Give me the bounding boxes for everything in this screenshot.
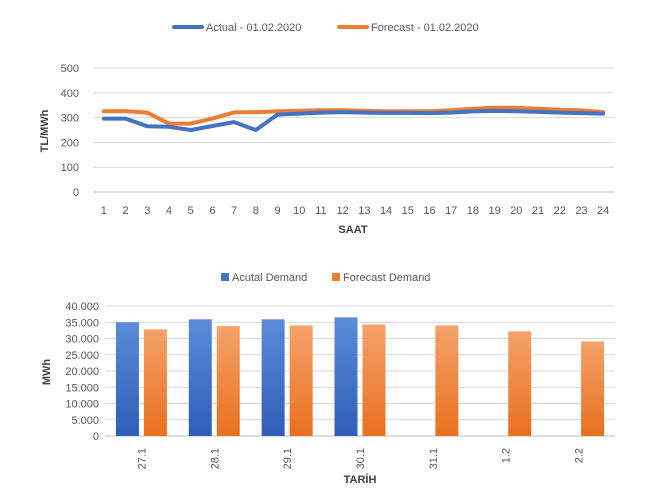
bar-chart-y-tick-label: 20.000	[65, 366, 99, 378]
line-chart-x-tick-label: 2	[123, 205, 129, 217]
line-chart: Actual - 01.02.2020 Forecast - 01.02.202…	[39, 22, 614, 236]
bar-chart-x-tick-label: 30.1	[355, 448, 367, 469]
bar-forecast-demand	[581, 341, 605, 436]
bar-chart-y-tick-label: 40.000	[65, 301, 99, 313]
line-chart-x-tick-label: 7	[231, 205, 237, 217]
bar-forecast-demand	[289, 325, 313, 436]
line-chart-x-tick-label: 14	[380, 205, 392, 217]
legend-label-actual: Actual - 01.02.2020	[206, 22, 301, 34]
line-chart-x-axis-label: SAAT	[338, 224, 367, 236]
line-chart-x-tick-label: 22	[554, 205, 566, 217]
bar-chart-x-tick-label: 28.1	[209, 448, 221, 469]
line-chart-y-axis-label: TL/MWh	[39, 109, 51, 152]
bar-chart-x-axis-label: TARİH	[344, 473, 377, 486]
line-chart-y-tick-label: 100	[61, 162, 79, 174]
line-chart-y-ticks: 0 100 200 300 400 500	[61, 63, 79, 199]
line-chart-x-tick-label: 20	[510, 205, 522, 217]
legend-label-forecast: Forecast - 01.02.2020	[371, 22, 479, 34]
bar-chart-x-tick-label: 29.1	[282, 448, 294, 469]
bar-forecast-demand	[216, 326, 240, 436]
line-chart-x-tick-label: 3	[144, 205, 150, 217]
line-chart-x-tick-label: 23	[575, 205, 587, 217]
line-chart-x-tick-label: 4	[166, 205, 172, 217]
line-chart-x-ticks: 1 2 3 4 5 6 7 8 9 10 11 12 13 14 15 16 17 18 19 20 21 22 23 24	[101, 205, 609, 217]
legend-label-actual-demand: Acutal Demand	[232, 272, 307, 284]
line-chart-legend: Actual - 01.02.2020 Forecast - 01.02.202…	[172, 22, 479, 34]
line-chart-y-tick-label: 300	[61, 113, 79, 125]
line-chart-x-tick-label: 21	[532, 205, 544, 217]
legend-swatch-forecast-demand	[332, 273, 340, 281]
bar-chart-y-tick-label: 25.000	[65, 350, 99, 362]
legend-swatch-actual-demand	[221, 273, 229, 281]
line-chart-x-tick-label: 24	[597, 205, 609, 217]
bar-chart-y-tick-label: 15.000	[65, 382, 99, 394]
bar-chart-y-tick-label: 0	[93, 431, 99, 443]
line-chart-x-tick-label: 1	[101, 205, 107, 217]
bar-forecast-demand	[435, 325, 459, 436]
bar-forecast-demand	[143, 329, 167, 436]
bar-chart-grid	[105, 305, 615, 437]
bar-forecast-demand	[362, 324, 386, 436]
line-chart-x-tick-label: 18	[467, 205, 479, 217]
bar-chart-x-tick-label: 31.1	[428, 448, 440, 469]
bar-chart: Acutal Demand Forecast Demand 0 5.000 10.0…	[41, 272, 615, 486]
series-line-actual	[101, 108, 606, 132]
bar-chart-x-tick-label: 2.2	[574, 448, 586, 463]
bar-actual-demand	[334, 317, 358, 436]
bar-chart-bars	[115, 317, 605, 436]
line-chart-x-tick-label: 10	[293, 205, 305, 217]
bar-chart-y-ticks: 0 5.000 10.000 15.000 20.000 25.000 30.000 35.0…	[65, 301, 99, 443]
bar-chart-x-tick-label: 1.2	[501, 448, 513, 463]
bar-chart-y-tick-label: 30.000	[65, 334, 99, 346]
line-chart-series	[101, 105, 606, 132]
line-chart-x-tick-label: 15	[402, 205, 414, 217]
line-chart-x-tick-label: 16	[423, 205, 435, 217]
bar-chart-y-tick-label: 5.000	[71, 415, 99, 427]
bar-actual-demand	[188, 319, 212, 436]
line-chart-x-tick-label: 9	[274, 205, 280, 217]
legend-label-forecast-demand: Forecast Demand	[343, 272, 430, 284]
line-chart-x-tick-label: 8	[253, 205, 259, 217]
line-chart-x-tick-label: 19	[488, 205, 500, 217]
bar-forecast-demand	[508, 331, 532, 436]
bar-chart-legend: Acutal Demand Forecast Demand	[221, 272, 430, 284]
bar-chart-y-axis-label: MWh	[41, 359, 53, 386]
bar-chart-x-ticks: 27.1 28.1 29.1 30.1 31.1 1.2 2.2	[136, 448, 585, 469]
line-chart-y-tick-label: 0	[73, 187, 79, 199]
line-chart-grid	[93, 67, 614, 193]
bar-actual-demand	[115, 322, 139, 436]
bar-chart-y-tick-label: 35.000	[65, 317, 99, 329]
line-chart-x-tick-label: 13	[358, 205, 370, 217]
line-chart-x-tick-label: 17	[445, 205, 457, 217]
line-chart-y-tick-label: 500	[61, 63, 79, 75]
bar-actual-demand	[261, 319, 285, 436]
line-chart-y-tick-label: 400	[61, 88, 79, 100]
line-chart-x-tick-label: 6	[209, 205, 215, 217]
line-chart-x-tick-label: 5	[188, 205, 194, 217]
line-chart-x-tick-label: 11	[315, 205, 326, 217]
line-chart-y-tick-label: 200	[61, 137, 79, 149]
bar-chart-x-tick-label: 27.1	[136, 448, 148, 469]
bar-chart-y-tick-label: 10.000	[65, 399, 99, 411]
line-chart-x-tick-label: 12	[337, 205, 349, 217]
